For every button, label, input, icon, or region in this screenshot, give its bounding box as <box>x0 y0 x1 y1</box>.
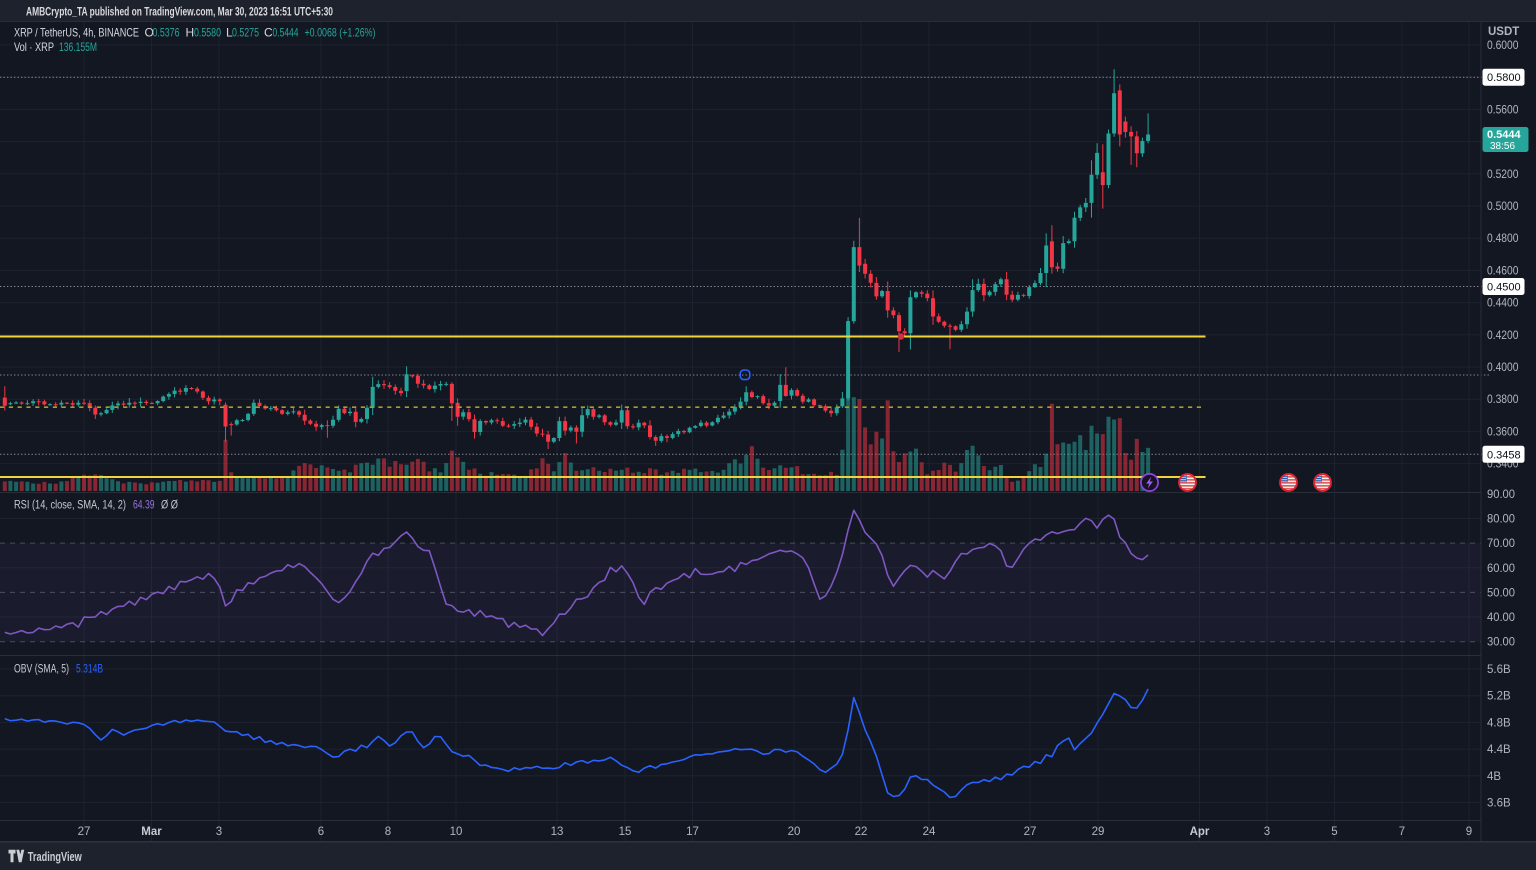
svg-text:0.3600: 0.3600 <box>1487 426 1519 438</box>
svg-text:Ø Ø: Ø Ø <box>161 500 178 512</box>
svg-text:Mar: Mar <box>141 826 162 838</box>
svg-text:TradingView: TradingView <box>28 849 83 864</box>
svg-text:0.4800: 0.4800 <box>1487 233 1519 245</box>
svg-text:5.314B: 5.314B <box>76 664 103 676</box>
svg-text:0.5600: 0.5600 <box>1487 104 1519 116</box>
svg-text:50.00: 50.00 <box>1487 587 1515 599</box>
svg-text:3.6B: 3.6B <box>1487 798 1511 810</box>
svg-text:3: 3 <box>216 826 222 838</box>
svg-text:Apr: Apr <box>1190 826 1210 838</box>
svg-text:0.3800: 0.3800 <box>1487 394 1519 406</box>
svg-text:24: 24 <box>923 826 936 838</box>
svg-text:0.5376: 0.5376 <box>153 26 180 40</box>
svg-text:5.2B: 5.2B <box>1487 691 1511 703</box>
svg-text:70.00: 70.00 <box>1487 538 1515 550</box>
svg-text:0.5000: 0.5000 <box>1487 201 1519 213</box>
svg-text:C: C <box>264 26 273 40</box>
svg-text:0.4000: 0.4000 <box>1487 362 1519 374</box>
svg-text:0.5200: 0.5200 <box>1487 169 1519 181</box>
svg-text:20: 20 <box>788 826 801 838</box>
svg-text:RSI (14, close, SMA, 14, 2): RSI (14, close, SMA, 14, 2) <box>14 500 126 512</box>
svg-text:5: 5 <box>1331 826 1337 838</box>
svg-text:10: 10 <box>450 826 463 838</box>
svg-text:90.00: 90.00 <box>1487 489 1515 501</box>
svg-text:4.4B: 4.4B <box>1487 744 1511 756</box>
svg-text:0.5444: 0.5444 <box>1487 129 1522 141</box>
svg-text:0.6000: 0.6000 <box>1487 40 1519 52</box>
svg-text:0.4500: 0.4500 <box>1487 282 1521 294</box>
svg-text:3: 3 <box>1264 826 1270 838</box>
svg-text:27: 27 <box>1024 826 1037 838</box>
svg-text:7: 7 <box>1399 826 1405 838</box>
svg-text:38:56: 38:56 <box>1490 141 1515 152</box>
svg-text:0.3458: 0.3458 <box>1487 449 1521 461</box>
svg-text:9: 9 <box>1466 826 1472 838</box>
svg-text:64.39: 64.39 <box>133 500 155 512</box>
svg-text:L: L <box>226 26 233 40</box>
svg-text:29: 29 <box>1092 826 1105 838</box>
svg-text:0.4200: 0.4200 <box>1487 330 1519 342</box>
svg-text:136.155M: 136.155M <box>59 40 97 54</box>
svg-text:OBV (SMA, 5): OBV (SMA, 5) <box>14 664 69 676</box>
svg-text:USDT: USDT <box>1488 26 1519 38</box>
svg-text:80.00: 80.00 <box>1487 513 1515 525</box>
svg-text:XRP / TetherUS, 4h, BINANCE: XRP / TetherUS, 4h, BINANCE <box>14 26 139 40</box>
svg-text:40.00: 40.00 <box>1487 612 1515 624</box>
svg-text:8: 8 <box>385 826 391 838</box>
svg-text:30.00: 30.00 <box>1487 637 1515 649</box>
svg-text:0.5444: 0.5444 <box>273 26 299 40</box>
svg-text:17: 17 <box>686 826 699 838</box>
svg-text:0.4600: 0.4600 <box>1487 265 1519 277</box>
svg-text:22: 22 <box>855 826 868 838</box>
svg-text:0.5275: 0.5275 <box>232 26 259 40</box>
svg-text:+0.0068 (+1.26%): +0.0068 (+1.26%) <box>305 26 376 40</box>
svg-text:15: 15 <box>619 826 632 838</box>
svg-text:0.5580: 0.5580 <box>194 26 221 40</box>
svg-text:Vol · XRP: Vol · XRP <box>14 40 54 54</box>
svg-text:6: 6 <box>318 826 324 838</box>
svg-text:5.6B: 5.6B <box>1487 664 1511 676</box>
svg-text:0.4400: 0.4400 <box>1487 298 1519 310</box>
svg-text:0.5800: 0.5800 <box>1487 72 1521 84</box>
svg-text:4.8B: 4.8B <box>1487 717 1511 729</box>
svg-text:13: 13 <box>551 826 564 838</box>
svg-text:4B: 4B <box>1487 771 1501 783</box>
svg-text:O: O <box>145 26 154 40</box>
svg-text:27: 27 <box>78 826 91 838</box>
svg-text:AMBCrypto_TA published on Trad: AMBCrypto_TA published on TradingView.co… <box>26 5 333 19</box>
svg-text:60.00: 60.00 <box>1487 563 1515 575</box>
svg-text:H: H <box>186 26 195 40</box>
